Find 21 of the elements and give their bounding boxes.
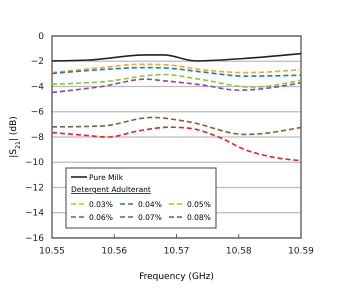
line-series bbox=[51, 74, 302, 88]
x-tick-label: 10.56 bbox=[101, 246, 128, 256]
y-tick-label: −12 bbox=[25, 183, 44, 194]
y-tick-label: −8 bbox=[30, 132, 44, 143]
x-tick-label: 10.58 bbox=[226, 246, 252, 256]
x-tick-label: 10.55 bbox=[39, 246, 65, 256]
y-tick-label: −4 bbox=[30, 82, 44, 92]
y-tick-label: 0 bbox=[38, 32, 44, 42]
line-series bbox=[51, 66, 302, 77]
line-series bbox=[51, 52, 302, 62]
y-tick-label: −16 bbox=[25, 234, 44, 244]
x-axis-title: Frequency (GHz) bbox=[139, 272, 214, 282]
y-tick-label: −10 bbox=[25, 158, 44, 168]
line-series bbox=[51, 78, 302, 94]
y-tick-label: −2 bbox=[30, 57, 44, 68]
y-tick-label: −6 bbox=[30, 108, 44, 118]
x-tick-label: 10.59 bbox=[288, 246, 314, 256]
line-series bbox=[51, 63, 302, 74]
y-tick-label: −14 bbox=[25, 208, 44, 219]
line-series bbox=[51, 116, 302, 136]
x-tick-label: 10.57 bbox=[164, 246, 190, 256]
